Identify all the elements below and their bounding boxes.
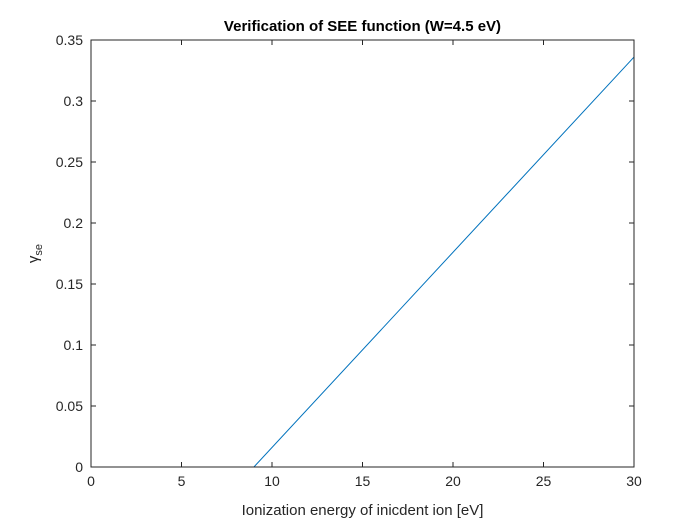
y-ticks: 0 0.05 0.1 0.15 0.2 0.25 0.3 0.35 bbox=[56, 32, 634, 475]
y-tick-label: 0 bbox=[75, 459, 83, 475]
y-tick-label: 0.3 bbox=[64, 93, 84, 109]
x-tick-label: 25 bbox=[536, 473, 552, 489]
y-tick-label: 0.35 bbox=[56, 32, 83, 48]
x-tick-label: 30 bbox=[626, 473, 642, 489]
x-tick-label: 15 bbox=[355, 473, 371, 489]
x-tick-label: 10 bbox=[264, 473, 280, 489]
y-tick-label: 0.2 bbox=[64, 215, 84, 231]
axes-box bbox=[90, 39, 635, 468]
x-axis-label: Ionization energy of inicdent ion [eV] bbox=[242, 502, 484, 519]
chart-title: Verification of SEE function (W=4.5 eV) bbox=[224, 18, 501, 35]
y-tick-label: 0.1 bbox=[64, 337, 84, 353]
x-tick-label: 0 bbox=[87, 473, 95, 489]
axes-background bbox=[91, 40, 634, 467]
x-tick-label: 5 bbox=[178, 473, 186, 489]
y-tick-label: 0.25 bbox=[56, 154, 83, 170]
x-tick-label: 20 bbox=[445, 473, 461, 489]
y-axis-label: γse bbox=[25, 244, 45, 263]
y-axis-label-subscript: se bbox=[33, 244, 45, 256]
y-tick-label: 0.05 bbox=[56, 398, 83, 414]
x-ticks: 0 5 10 15 20 25 30 bbox=[87, 40, 642, 489]
y-axis-label-symbol: γ bbox=[25, 255, 42, 263]
y-tick-label: 0.15 bbox=[56, 276, 83, 292]
